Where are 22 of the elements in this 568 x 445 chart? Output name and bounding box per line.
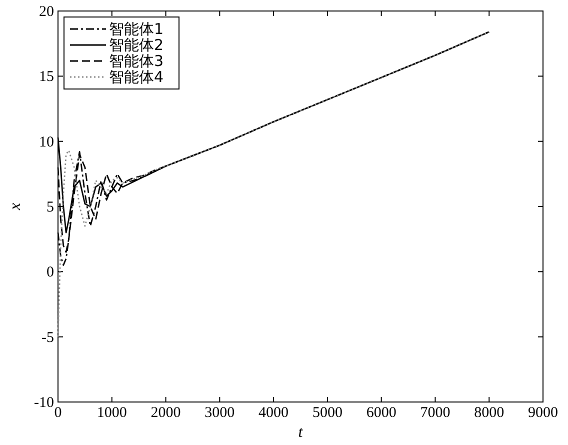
y-tick-label: 15	[39, 69, 54, 86]
x-axis-title: t	[298, 424, 304, 441]
x-tick-label: 1000	[96, 405, 127, 421]
x-tick-label: 8000	[474, 405, 504, 421]
x-tick-label: 2000	[150, 405, 181, 421]
x-tick-label: 4000	[258, 405, 289, 421]
x-tick-label: 3000	[204, 405, 235, 421]
x-tick-label: 9000	[528, 405, 558, 421]
y-tick-label: 20	[39, 4, 54, 20]
legend-label: 智能体4	[109, 68, 164, 86]
x-tick-label: 7000	[420, 405, 450, 421]
y-tick-label: -5	[42, 330, 54, 346]
y-tick-label: -10	[34, 395, 54, 411]
y-tick-label: 10	[39, 134, 54, 150]
legend-label: 智能体1	[109, 20, 164, 38]
legend-label: 智能体2	[109, 36, 164, 54]
legend-label: 智能体3	[109, 52, 164, 70]
x-tick-label: 5000	[312, 405, 342, 421]
x-tick-label: 6000	[366, 405, 396, 421]
y-tick-label: 0	[46, 264, 54, 281]
y-tick-label: 5	[46, 200, 54, 216]
y-axis-title: x	[7, 202, 24, 212]
